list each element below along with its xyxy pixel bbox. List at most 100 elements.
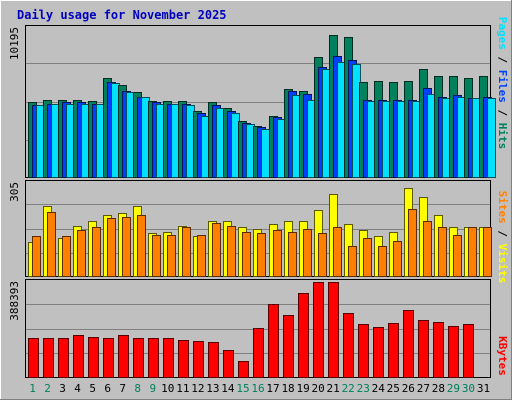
legend-entry-sites: Sites bbox=[496, 191, 509, 224]
kbytes-bar-day-19 bbox=[298, 293, 309, 378]
sites-bar-day-21 bbox=[333, 227, 342, 277]
kbytes-bar-day-30 bbox=[463, 324, 474, 378]
sites-bar-day-11 bbox=[182, 227, 191, 277]
x-tick-label: 7 bbox=[119, 382, 126, 395]
kbytes-bar-day-4 bbox=[73, 335, 84, 378]
sites-bar-day-19 bbox=[303, 229, 312, 277]
x-tick-label: 29 bbox=[447, 382, 460, 395]
x-tick-label: 21 bbox=[327, 382, 340, 395]
sites-bar-day-25 bbox=[393, 241, 402, 277]
x-tick-label: 6 bbox=[104, 382, 111, 395]
pages-bar-day-16 bbox=[261, 129, 270, 178]
x-tick-label: 20 bbox=[312, 382, 325, 395]
x-tick-label: 10 bbox=[161, 382, 174, 395]
kbytes-bar-day-27 bbox=[418, 320, 429, 378]
x-tick-label: 13 bbox=[206, 382, 219, 395]
x-tick-label: 23 bbox=[357, 382, 370, 395]
x-tick-label: 24 bbox=[372, 382, 386, 395]
x-tick-label: 8 bbox=[134, 382, 141, 395]
legend: Pages / Files / Hits bbox=[496, 17, 509, 150]
kbytes-bar-day-20 bbox=[313, 282, 324, 378]
kbytes-bar-day-24 bbox=[373, 327, 384, 378]
kbytes-panel bbox=[25, 279, 491, 378]
sites-bar-day-18 bbox=[288, 232, 297, 277]
kbytes-bar-day-14 bbox=[223, 350, 234, 378]
sites-bar-day-4 bbox=[77, 230, 86, 277]
sites-bar-day-7 bbox=[122, 217, 131, 277]
y-max-label: 10195 bbox=[8, 27, 21, 60]
legend-separator: / bbox=[496, 50, 509, 70]
y-max-label: 305 bbox=[8, 182, 21, 202]
x-tick-label: 14 bbox=[221, 382, 235, 395]
sites-bar-day-28 bbox=[438, 227, 447, 277]
kbytes-bar-day-29 bbox=[448, 326, 459, 378]
chart-title: Daily usage for November 2025 bbox=[17, 8, 227, 22]
pages-bar-day-31 bbox=[487, 98, 496, 178]
visits-panel bbox=[25, 180, 492, 277]
sites-bar-day-14 bbox=[227, 226, 236, 277]
sites-bar-day-1 bbox=[32, 236, 41, 277]
x-tick-label: 26 bbox=[402, 382, 415, 395]
kbytes-bar-day-7 bbox=[118, 335, 129, 378]
sites-bar-day-16 bbox=[257, 233, 266, 277]
sites-bar-day-29 bbox=[453, 235, 462, 277]
kbytes-bar-day-1 bbox=[28, 338, 39, 378]
sites-bar-day-23 bbox=[363, 238, 372, 277]
x-tick-label: 22 bbox=[342, 382, 355, 395]
kbytes-bar-day-6 bbox=[103, 338, 114, 378]
sites-bar-day-10 bbox=[167, 235, 176, 277]
sites-bar-day-26 bbox=[408, 209, 417, 277]
kbytes-bar-day-8 bbox=[133, 338, 144, 378]
x-tick-label: 16 bbox=[251, 382, 264, 395]
x-tick-label: 9 bbox=[149, 382, 156, 395]
x-tick-label: 3 bbox=[59, 382, 66, 395]
kbytes-bar-day-26 bbox=[403, 310, 414, 378]
y-max-label: 388393 bbox=[8, 281, 21, 321]
sites-bar-day-5 bbox=[92, 227, 101, 277]
kbytes-bar-day-15 bbox=[238, 361, 249, 378]
kbytes-bar-day-16 bbox=[253, 328, 264, 378]
kbytes-bar-day-21 bbox=[328, 282, 339, 378]
sites-bar-day-27 bbox=[423, 221, 432, 277]
usage-panel bbox=[25, 25, 496, 178]
kbytes-bar-day-18 bbox=[283, 315, 294, 378]
sites-bar-day-22 bbox=[348, 246, 357, 277]
x-tick-label: 11 bbox=[176, 382, 189, 395]
kbytes-bar-day-13 bbox=[208, 342, 219, 378]
legend-separator: / bbox=[496, 224, 509, 244]
kbytes-bar-day-2 bbox=[43, 338, 54, 378]
x-tick-label: 12 bbox=[191, 382, 204, 395]
kbytes-bar-day-10 bbox=[163, 338, 174, 378]
legend-entry-files: Files bbox=[496, 70, 509, 103]
kbytes-bar-day-28 bbox=[433, 322, 444, 378]
x-tick-label: 31 bbox=[477, 382, 490, 395]
sites-bar-day-12 bbox=[197, 235, 206, 277]
x-tick-label: 25 bbox=[387, 382, 400, 395]
legend: KBytes bbox=[496, 336, 509, 376]
sites-bar-day-31 bbox=[483, 227, 492, 277]
x-tick-label: 30 bbox=[462, 382, 475, 395]
kbytes-bar-day-23 bbox=[358, 324, 369, 378]
sites-bar-day-30 bbox=[468, 227, 477, 277]
kbytes-bar-day-12 bbox=[193, 341, 204, 378]
kbytes-bar-day-5 bbox=[88, 337, 99, 378]
sites-bar-day-3 bbox=[62, 236, 71, 277]
x-tick-label: 1 bbox=[29, 382, 36, 395]
x-tick-label: 2 bbox=[44, 382, 51, 395]
sites-bar-day-2 bbox=[47, 212, 56, 277]
sites-bar-day-20 bbox=[318, 233, 327, 277]
sites-bar-day-17 bbox=[273, 230, 282, 277]
sites-bar-day-13 bbox=[212, 223, 221, 277]
x-tick-label: 15 bbox=[236, 382, 249, 395]
kbytes-bar-day-11 bbox=[178, 340, 189, 378]
kbytes-bar-day-25 bbox=[388, 323, 399, 378]
legend: Sites / Visits bbox=[496, 191, 509, 284]
legend-entry-pages: Pages bbox=[496, 17, 509, 50]
x-tick-label: 4 bbox=[74, 382, 81, 395]
kbytes-bar-day-17 bbox=[268, 304, 279, 378]
x-tick-label: 19 bbox=[296, 382, 309, 395]
legend-separator: / bbox=[496, 103, 509, 123]
sites-bar-day-15 bbox=[242, 232, 251, 277]
kbytes-bar-day-9 bbox=[148, 338, 159, 378]
